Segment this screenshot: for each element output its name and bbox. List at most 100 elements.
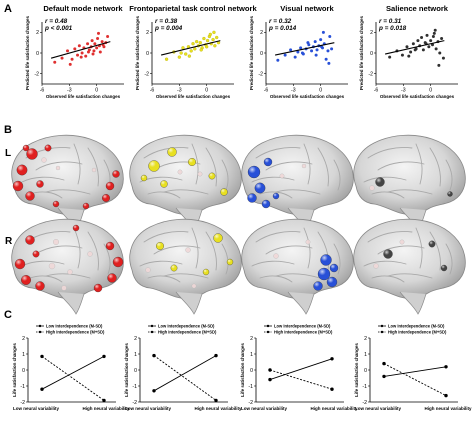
- faint-node: [52, 239, 59, 246]
- legend-marker-high: [380, 330, 384, 334]
- data-point: [321, 30, 325, 34]
- brain-sulcus: [371, 275, 405, 283]
- node-highlight: [102, 194, 110, 202]
- faint-node: [279, 173, 285, 179]
- cerebellum-stem: [57, 291, 85, 315]
- brain-sulcus: [445, 243, 453, 275]
- hemisphere-label-right: R: [5, 236, 13, 247]
- faint-node: [61, 285, 67, 291]
- brain-sulcus: [363, 176, 407, 183]
- node-highlight: [383, 249, 393, 259]
- y-tick-label: -1: [362, 384, 367, 390]
- faint-node: [145, 267, 151, 273]
- y-axis-label: Predicted life satisfaction changes: [135, 15, 140, 90]
- p-value: p = 0.014: [268, 25, 297, 32]
- x-tick-label: -3: [401, 88, 406, 94]
- brain-surface: [129, 218, 242, 299]
- legend-label-high: High interdependence (M+SD): [274, 330, 333, 335]
- data-point: [205, 38, 210, 43]
- data-point: [289, 48, 293, 52]
- data-point: [66, 49, 70, 53]
- brain-sulcus: [45, 273, 91, 279]
- node-highlight: [106, 242, 114, 250]
- brain-surface: [11, 134, 124, 215]
- brain-sulcus: [333, 159, 341, 191]
- series-point: [152, 353, 156, 358]
- legend-marker-low: [266, 324, 270, 328]
- brain-sulcus: [259, 275, 293, 283]
- data-point: [90, 39, 94, 43]
- node-highlight: [94, 284, 102, 292]
- x-axis-label: Observed life satisfaction changes: [46, 94, 121, 99]
- scatter-title: Frontoparietal task control network: [129, 4, 257, 13]
- node-highlight: [112, 170, 120, 178]
- data-point: [440, 37, 444, 41]
- node-highlight: [107, 273, 117, 283]
- y-tick-label: 0: [260, 51, 263, 57]
- x-tick-label: High neural variability: [194, 406, 242, 411]
- brain-sulcus: [317, 231, 329, 271]
- x-tick-label: Low neural variability: [125, 406, 172, 411]
- node-highlight: [113, 257, 123, 267]
- series-point: [268, 377, 272, 382]
- series-point: [382, 374, 386, 379]
- data-point: [212, 30, 216, 34]
- brain-sulcus: [45, 189, 91, 195]
- series-point: [102, 398, 106, 403]
- x-tick-label: Low neural variability: [355, 406, 402, 411]
- faint-node: [177, 169, 183, 175]
- y-tick-label: 0: [134, 368, 137, 374]
- node-highlight: [16, 164, 28, 176]
- x-tick-label: High neural variability: [310, 406, 358, 411]
- data-point: [427, 45, 431, 49]
- series-line-high: [383, 363, 447, 396]
- node-highlight: [318, 268, 330, 280]
- data-point: [425, 33, 429, 37]
- faint-node: [369, 185, 375, 191]
- series-point: [268, 368, 272, 372]
- y-tick-label: -2: [34, 71, 39, 77]
- data-point: [92, 49, 96, 53]
- x-tick-label: 0: [95, 88, 98, 94]
- r-value: r = 0.48: [45, 18, 68, 25]
- brain-sulcus: [303, 143, 311, 185]
- node-highlight: [208, 172, 216, 180]
- data-point: [438, 51, 442, 55]
- x-tick-label: -6: [264, 88, 269, 94]
- brain-sulcus: [21, 260, 65, 267]
- data-point: [181, 46, 185, 50]
- y-tick-label: 2: [36, 30, 39, 36]
- y-tick-label: -2: [368, 71, 373, 77]
- node-highlight: [44, 144, 52, 152]
- brain-sulcus: [429, 147, 441, 187]
- y-tick-label: -2: [144, 71, 149, 77]
- y-tick-label: 2: [134, 336, 137, 342]
- series-line-low: [153, 355, 217, 392]
- data-point: [313, 40, 317, 44]
- node-highlight: [428, 240, 436, 248]
- x-tick-label: -3: [291, 88, 296, 94]
- brain-sulcus: [143, 231, 189, 243]
- brain-rendering-7: [241, 218, 354, 315]
- brain-sulcus: [87, 231, 99, 271]
- node-highlight: [248, 166, 260, 178]
- legend-marker-low: [150, 324, 154, 328]
- brain-sulcus: [255, 147, 301, 159]
- legend-label-high: High interdependence (M+SD): [388, 330, 447, 335]
- brain-sulcus: [415, 143, 423, 185]
- series-line-high: [269, 369, 333, 390]
- brain-sulcus: [333, 243, 341, 275]
- fit-line: [50, 41, 111, 59]
- node-highlight: [25, 235, 35, 245]
- faint-node: [373, 263, 379, 269]
- series-point: [102, 354, 106, 359]
- x-tick-label: -6: [40, 88, 45, 94]
- data-point: [84, 54, 88, 58]
- series-line-high: [153, 355, 217, 401]
- series-point: [214, 398, 218, 403]
- node-highlight: [141, 175, 147, 181]
- series-point: [40, 387, 44, 391]
